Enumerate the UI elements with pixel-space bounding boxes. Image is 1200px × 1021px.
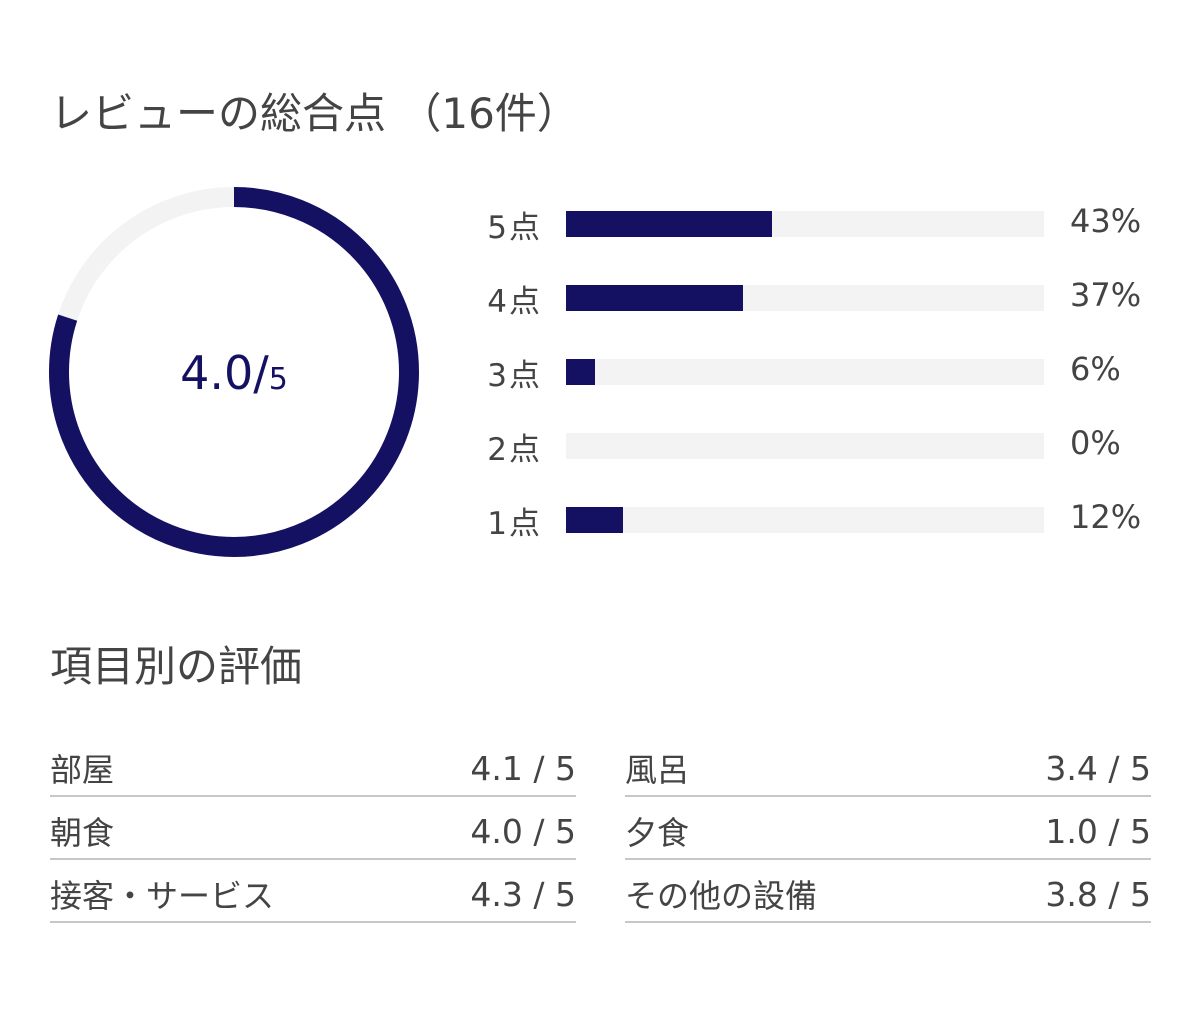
category-name: 接客・サービス (50, 877, 275, 915)
distribution-bar-fill (566, 507, 624, 533)
category-name: 風呂 (625, 751, 690, 789)
overall-score-value: 4.0 (180, 346, 254, 400)
distribution-label: 5点 (487, 210, 542, 246)
distribution-label: 2点 (487, 432, 542, 468)
distribution-percent: 12% (1070, 498, 1142, 536)
distribution-bar-track (566, 359, 1044, 385)
rating-distribution: 5点 43% 4点 37% 3点 6% 2点 0% 1点 12% (470, 196, 1160, 566)
category-score: 3.4 / 5 (1045, 748, 1151, 788)
distribution-percent: 6% (1070, 350, 1121, 388)
overall-score-max: 5 (268, 362, 288, 397)
category-name: 朝食 (50, 814, 115, 852)
overall-score-donut: 4.0/5 (48, 186, 420, 558)
category-row: 風呂 3.4 / 5 (625, 735, 1151, 797)
category-score: 4.3 / 5 (470, 874, 576, 914)
distribution-bar-fill (566, 359, 595, 385)
distribution-bar-track (566, 211, 1044, 237)
category-row: 部屋 4.1 / 5 (50, 735, 576, 797)
category-ratings-left: 部屋 4.1 / 5 朝食 4.0 / 5 接客・サービス 4.3 / 5 (50, 735, 576, 923)
category-name: その他の設備 (625, 877, 818, 915)
category-row: 朝食 4.0 / 5 (50, 798, 576, 860)
review-summary-title: レビューの総合点 （16件） (50, 89, 579, 138)
distribution-bar-track (566, 507, 1044, 533)
category-score: 4.0 / 5 (470, 811, 576, 851)
category-name: 部屋 (50, 751, 115, 789)
distribution-bar-fill (566, 285, 743, 311)
distribution-label: 4点 (487, 284, 542, 320)
overall-score-label: 4.0/5 (48, 186, 420, 558)
distribution-bar-fill (566, 211, 772, 237)
distribution-label: 1点 (487, 506, 542, 542)
distribution-percent: 43% (1070, 202, 1142, 240)
distribution-row-4: 4点 37% (470, 270, 1160, 344)
category-ratings-title: 項目別の評価 (50, 642, 303, 691)
category-row: その他の設備 3.8 / 5 (625, 861, 1151, 923)
donut-chart (49, 187, 419, 557)
category-score: 3.8 / 5 (1045, 874, 1151, 914)
category-ratings-right: 風呂 3.4 / 5 夕食 1.0 / 5 その他の設備 3.8 / 5 (625, 735, 1151, 923)
donut-score-arc (49, 187, 419, 557)
category-score: 1.0 / 5 (1045, 811, 1151, 851)
distribution-bar-track (566, 285, 1044, 311)
category-score: 4.1 / 5 (470, 748, 576, 788)
distribution-row-5: 5点 43% (470, 196, 1160, 270)
distribution-row-1: 1点 12% (470, 492, 1160, 566)
distribution-percent: 0% (1070, 424, 1121, 462)
distribution-percent: 37% (1070, 276, 1142, 314)
category-row: 接客・サービス 4.3 / 5 (50, 861, 576, 923)
overall-score-separator: / (253, 346, 269, 400)
distribution-label: 3点 (487, 358, 542, 394)
distribution-bar-track (566, 433, 1044, 459)
distribution-row-2: 2点 0% (470, 418, 1160, 492)
category-name: 夕食 (625, 814, 690, 852)
distribution-row-3: 3点 6% (470, 344, 1160, 418)
category-row: 夕食 1.0 / 5 (625, 798, 1151, 860)
